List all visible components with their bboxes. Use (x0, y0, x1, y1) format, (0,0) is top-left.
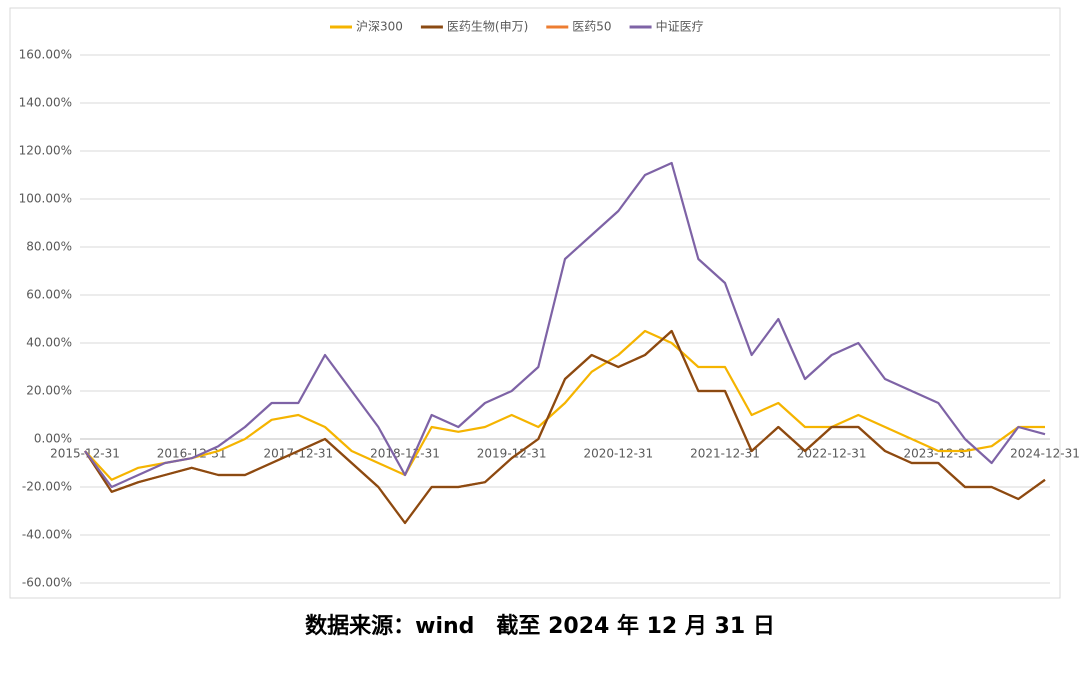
series-line (84, 329, 1045, 481)
x-tick-label: 2017-12-31 (263, 447, 333, 461)
series-line (84, 329, 1046, 525)
chart-frame (9, 7, 1061, 599)
y-tick-label: 100.00% (19, 192, 72, 206)
y-tick-label: -20.00% (22, 480, 72, 494)
series-line (84, 329, 1046, 525)
y-tick-label: 120.00% (19, 144, 72, 158)
chart: -60.00% -40.00% -20.00% 0.00% 20.00% 40.00% 60… (9, 7, 1080, 599)
y-tick-label: 80.00% (26, 240, 72, 254)
y-tick-label: 0.00% (34, 432, 72, 446)
caption: 数据来源：wind 截至 2024 年 12 月 31 日 (305, 614, 775, 639)
x-tick-label: 2023-12-31 (903, 447, 973, 461)
y-tick-label: 160.00% (19, 48, 72, 62)
x-tick-label: 2020-12-31 (583, 447, 653, 461)
x-tick-label: 2024-12-31 (1010, 447, 1080, 461)
y-tick-label: -60.00% (22, 576, 72, 590)
x-tick-label: 2022-12-31 (797, 447, 867, 461)
legend-label: 医药50 (572, 20, 611, 34)
x-tick-label: 2021-12-31 (690, 447, 760, 461)
x-tick-label: 2015-12-31 (50, 447, 120, 461)
y-tick-label: 40.00% (26, 336, 72, 350)
legend-label: 沪深300 (356, 20, 403, 34)
x-tick-label: 2019-12-31 (477, 447, 547, 461)
legend-label: 医药生物(申万) (447, 20, 528, 34)
legend-label: 中证医疗 (656, 19, 704, 34)
y-tick-label: 20.00% (26, 384, 72, 398)
x-tick-label: 2018-12-31 (370, 447, 440, 461)
series-line (84, 161, 1046, 489)
y-tick-label: 140.00% (19, 96, 72, 110)
y-tick-label: -40.00% (22, 528, 72, 542)
y-tick-label: 60.00% (26, 288, 72, 302)
